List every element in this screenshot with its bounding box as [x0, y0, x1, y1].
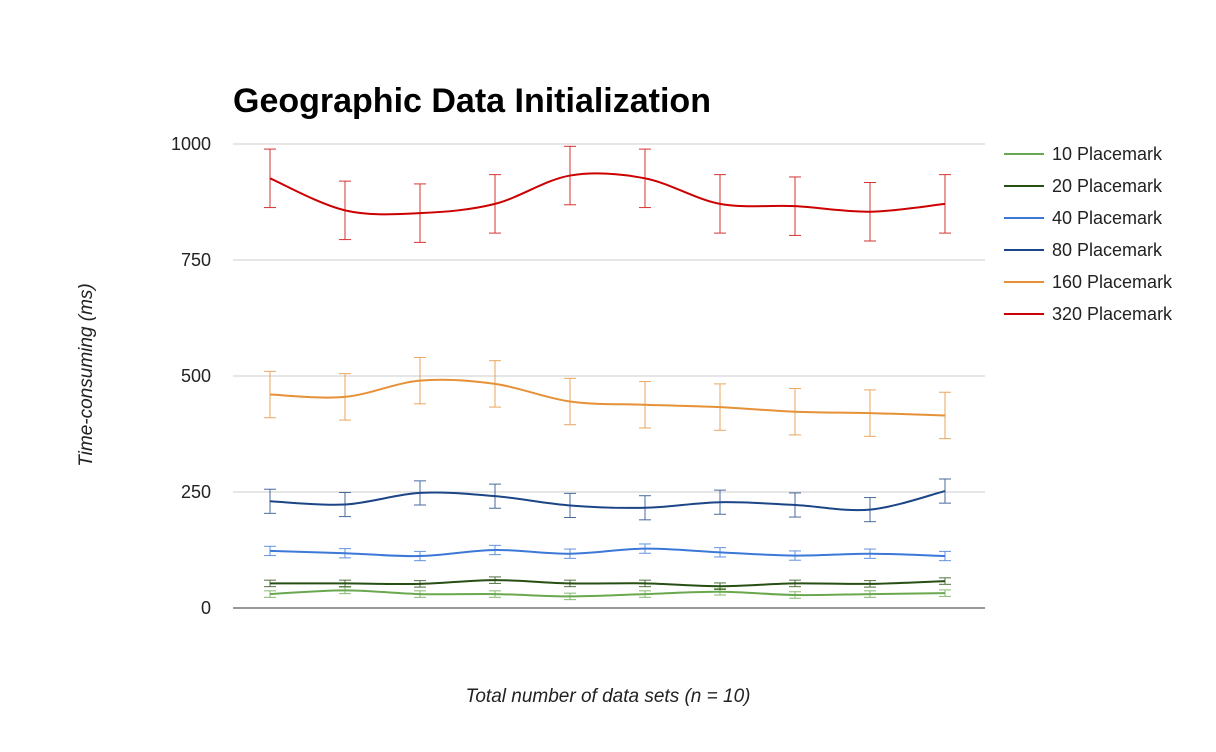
- y-tick-label: 750: [181, 250, 211, 270]
- legend: 10 Placemark 20 Placemark 40 Placemark 80 P…: [1004, 144, 1173, 324]
- legend-label: 80 Placemark: [1052, 240, 1163, 260]
- series-line: [269, 172, 946, 216]
- legend-item: 40 Placemark: [1004, 208, 1163, 228]
- legend-item: 80 Placemark: [1004, 240, 1163, 260]
- series-line: [269, 490, 946, 512]
- legend-item: 320 Placemark: [1004, 304, 1173, 324]
- series-40-placemark: [264, 543, 951, 562]
- series-lines: [264, 145, 951, 601]
- series-line: [269, 378, 946, 417]
- series-80-placemark: [264, 478, 951, 523]
- legend-label: 320 Placemark: [1052, 304, 1173, 324]
- y-tick-label: 1000: [171, 134, 211, 154]
- chart-title: Geographic Data Initialization: [233, 82, 711, 120]
- y-tick-label: 0: [201, 598, 211, 618]
- legend-label: 20 Placemark: [1052, 176, 1163, 196]
- y-axis-ticks: 0 250 500 750 1000: [171, 134, 211, 618]
- series-line: [269, 589, 946, 598]
- legend-label: 40 Placemark: [1052, 208, 1163, 228]
- legend-label: 10 Placemark: [1052, 144, 1163, 164]
- legend-item: 20 Placemark: [1004, 176, 1163, 196]
- y-tick-label: 500: [181, 366, 211, 386]
- legend-item: 160 Placemark: [1004, 272, 1173, 292]
- legend-label: 160 Placemark: [1052, 272, 1173, 292]
- series-160-placemark: [264, 356, 951, 440]
- legend-item: 10 Placemark: [1004, 144, 1163, 164]
- series-line: [269, 547, 946, 558]
- series-line: [269, 579, 946, 588]
- x-axis-label: Total number of data sets (n = 10): [466, 686, 751, 707]
- series-20-placemark: [264, 576, 951, 590]
- y-tick-label: 250: [181, 482, 211, 502]
- error-bar: [939, 174, 951, 234]
- series-10-placemark: [264, 586, 951, 601]
- gridlines: [233, 143, 985, 609]
- series-320-placemark: [264, 145, 951, 243]
- y-axis-label: Time-consuming (ms): [76, 283, 97, 467]
